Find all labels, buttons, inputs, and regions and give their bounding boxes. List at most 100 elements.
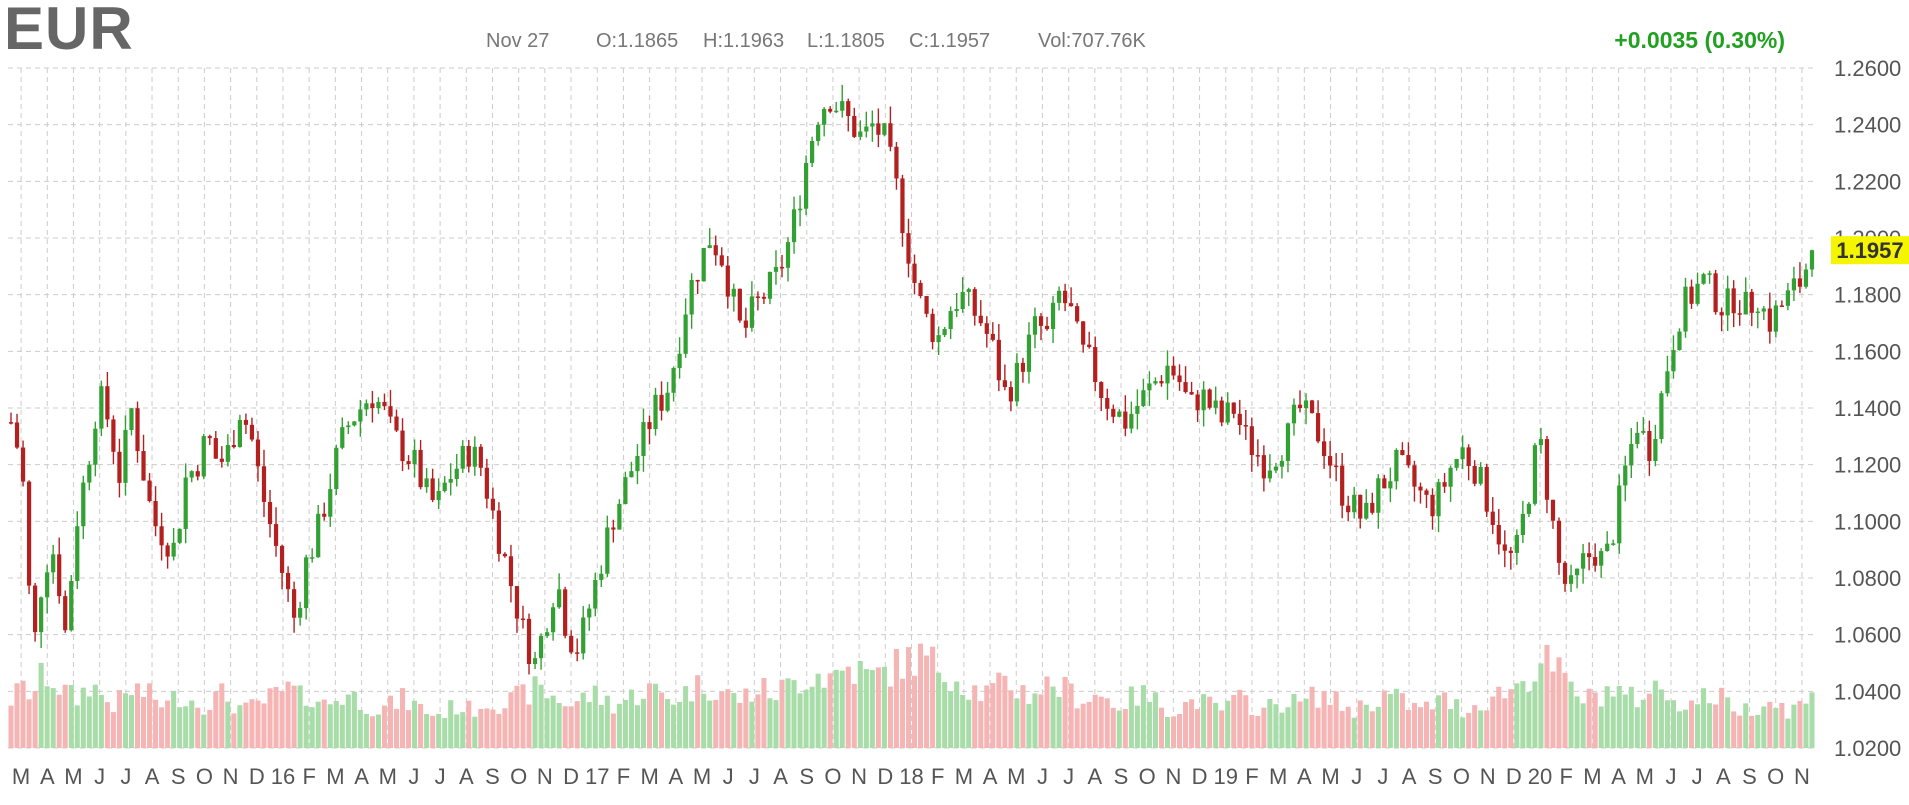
volume-bar	[1285, 707, 1291, 748]
volume-bar	[68, 685, 74, 748]
volume-bar	[14, 683, 20, 748]
volume-bar	[327, 704, 333, 748]
last-price-label: 1.1957	[1836, 238, 1903, 263]
volume-bar	[671, 704, 677, 748]
x-tick-label: S	[799, 764, 814, 789]
candle-body	[665, 392, 670, 411]
candle-body	[26, 481, 32, 586]
volume-bar	[779, 679, 785, 748]
candle-body	[63, 596, 68, 631]
volume-bar	[1164, 716, 1171, 748]
volume-bar	[592, 685, 598, 748]
x-tick-label: J	[723, 764, 734, 789]
candle-body	[719, 255, 724, 266]
candle-body	[141, 451, 146, 481]
candle-body	[532, 658, 538, 664]
candle-body	[647, 422, 652, 430]
candle-body	[1093, 347, 1098, 383]
candle-body	[1647, 430, 1652, 461]
candle-body	[388, 406, 393, 417]
volume-bar	[640, 698, 646, 748]
candle-body	[906, 233, 911, 264]
volume-bar	[1297, 701, 1303, 748]
volume-bar	[38, 662, 44, 748]
candle-body	[1430, 494, 1435, 517]
candle-body	[1062, 290, 1068, 304]
volume-bar	[1237, 689, 1243, 748]
candle-body	[285, 572, 291, 590]
x-tick-label: N	[1480, 764, 1496, 789]
volume-bar	[634, 705, 640, 748]
candle-body	[1273, 466, 1279, 471]
volume-bar	[1213, 702, 1219, 748]
x-tick-label: M	[1636, 764, 1654, 789]
y-tick-label: 1.2600	[1834, 56, 1901, 81]
volume-bar	[1472, 705, 1478, 748]
volume-bar	[201, 714, 207, 748]
volume-bar	[821, 687, 827, 748]
candle-body	[1605, 543, 1610, 552]
volume-bar	[1731, 711, 1737, 748]
candle-body	[960, 292, 965, 310]
candle-body	[834, 110, 839, 113]
x-tick-label: A	[40, 764, 55, 789]
candle-body	[87, 464, 92, 483]
x-tick-label: S	[485, 764, 500, 789]
volume-bar	[1622, 694, 1628, 748]
candle-body	[936, 335, 941, 343]
candle-body	[159, 526, 164, 546]
volume-bar	[1261, 707, 1267, 748]
candle-body	[1665, 371, 1670, 394]
volume-bar	[1195, 709, 1201, 748]
volume-bar	[1664, 700, 1670, 748]
x-tick-label: J	[1037, 764, 1048, 789]
candle-body	[1587, 553, 1592, 558]
volume-bar	[875, 667, 881, 748]
volume-bar	[1405, 709, 1411, 748]
candle-body	[1358, 494, 1363, 519]
volume-bar	[1116, 710, 1122, 748]
volume-bar	[430, 715, 436, 748]
candle-body	[1436, 482, 1441, 517]
candle-body	[69, 580, 74, 631]
volume-bar	[454, 714, 460, 748]
volume-bar	[315, 701, 321, 748]
volume-bar	[32, 691, 38, 748]
x-tick-label: 18	[899, 764, 923, 789]
volume-bar	[261, 703, 267, 748]
volume-bar	[1713, 704, 1719, 748]
volume-bar	[863, 669, 869, 748]
volume-bar	[1020, 685, 1026, 748]
volume-bar	[1701, 688, 1707, 748]
candle-body	[249, 424, 255, 440]
candle-body	[273, 524, 279, 546]
candle-body	[1677, 331, 1682, 351]
candle-body	[641, 422, 646, 456]
candle-body	[954, 309, 959, 312]
x-tick-label: J	[120, 764, 131, 789]
volume-bar	[1436, 695, 1442, 748]
volume-bar	[1177, 714, 1183, 748]
candle-body	[14, 422, 20, 448]
candle-body	[1466, 447, 1471, 466]
volume-bar	[26, 699, 32, 748]
candle-body	[1797, 278, 1803, 287]
candle-body	[1364, 502, 1369, 519]
candle-body	[1809, 250, 1815, 270]
volume-bar	[1725, 697, 1731, 748]
candle-body	[1008, 387, 1013, 402]
candle-body	[924, 296, 929, 314]
candle-body	[683, 314, 688, 354]
candle-body	[1526, 503, 1531, 514]
volume-bar	[1098, 696, 1104, 748]
volume-bar	[448, 700, 454, 748]
candle-body	[219, 458, 224, 462]
candle-body	[791, 209, 797, 243]
candle-body	[1719, 312, 1724, 316]
volume-bar	[707, 700, 713, 748]
candle-body	[1779, 305, 1784, 307]
candle-body	[316, 513, 321, 558]
candle-body	[322, 513, 327, 517]
volume-bar	[44, 686, 50, 748]
candle-body	[773, 266, 779, 272]
